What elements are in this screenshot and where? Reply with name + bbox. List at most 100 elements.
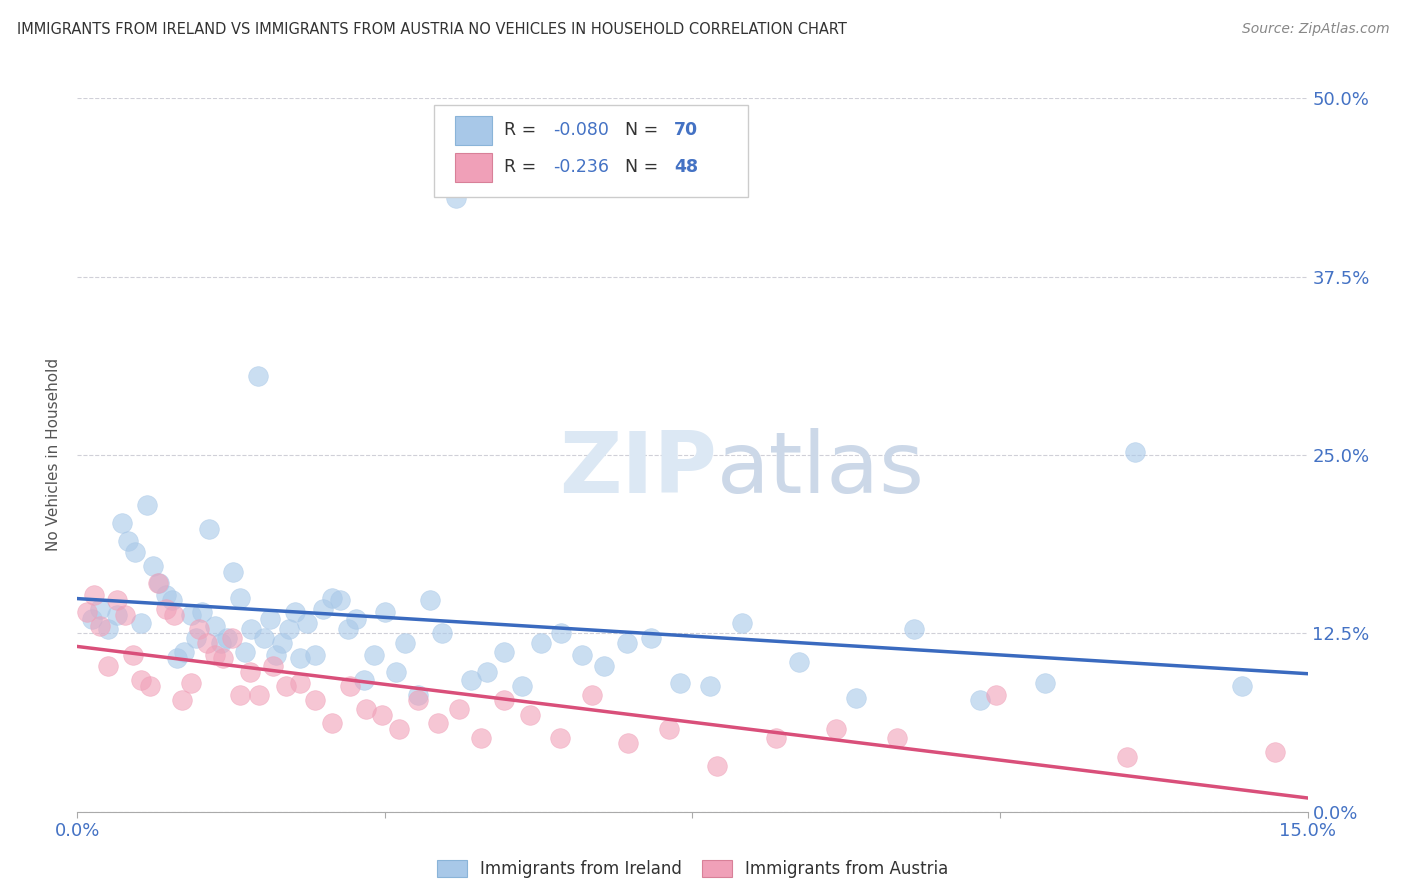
Text: -0.236: -0.236 [554, 159, 609, 177]
Point [215, 631, 238, 645]
Point [510, 679, 533, 693]
Point [706, 759, 728, 773]
Point [155, 588, 177, 602]
Point [172, 693, 194, 707]
Text: atlas: atlas [717, 427, 925, 511]
Point [432, 626, 454, 640]
Point [329, 593, 352, 607]
Point [271, 636, 294, 650]
Point [186, 631, 208, 645]
Point [321, 716, 343, 731]
Point [304, 693, 326, 707]
Point [1116, 750, 1139, 764]
Point [204, 648, 226, 662]
Y-axis label: No Vehicles in Household: No Vehicles in Household [46, 359, 62, 551]
Point [180, 607, 202, 622]
Text: IMMIGRANTS FROM IRELAND VS IMMIGRANTS FROM AUSTRIA NO VEHICLES IN HOUSEHOLD CORR: IMMIGRANTS FROM IRELAND VS IMMIGRANTS FR… [17, 22, 846, 37]
Point [76, 605, 98, 619]
Point [492, 693, 515, 707]
Point [617, 736, 640, 750]
Point [97, 622, 120, 636]
Point [142, 559, 165, 574]
Point [278, 622, 301, 636]
Point [571, 648, 593, 662]
Point [658, 722, 681, 736]
Point [138, 679, 160, 693]
Point [105, 607, 128, 622]
Point [446, 191, 468, 205]
Point [89, 602, 111, 616]
Point [731, 616, 754, 631]
Point [82, 612, 104, 626]
Point [1230, 679, 1253, 693]
Point [180, 676, 202, 690]
Point [222, 565, 245, 579]
Point [89, 619, 111, 633]
Point [593, 659, 616, 673]
Text: 70: 70 [673, 121, 699, 139]
Point [374, 605, 396, 619]
Point [699, 679, 721, 693]
Point [1125, 445, 1147, 459]
Point [984, 688, 1007, 702]
Point [111, 516, 134, 531]
Point [304, 648, 326, 662]
Point [264, 648, 287, 662]
Point [344, 612, 367, 626]
Point [197, 522, 219, 536]
Point [1033, 676, 1056, 690]
Point [195, 636, 218, 650]
Point [886, 731, 908, 745]
Point [105, 593, 128, 607]
Point [353, 673, 375, 688]
Text: Source: ZipAtlas.com: Source: ZipAtlas.com [1241, 22, 1389, 37]
Point [406, 688, 429, 702]
Text: N =: N = [624, 159, 664, 177]
Point [191, 605, 214, 619]
Point [235, 645, 257, 659]
Point [131, 673, 153, 688]
Point [548, 731, 571, 745]
Point [371, 707, 394, 722]
Point [787, 655, 810, 669]
Point [825, 722, 848, 736]
Point [163, 607, 186, 622]
Point [845, 690, 868, 705]
Point [312, 602, 335, 616]
Text: R =: R = [505, 159, 541, 177]
Text: -0.080: -0.080 [554, 121, 609, 139]
FancyBboxPatch shape [456, 116, 492, 145]
Point [447, 702, 470, 716]
Point [229, 688, 252, 702]
Text: ZIP: ZIP [560, 427, 717, 511]
Point [240, 622, 263, 636]
Point [290, 676, 312, 690]
Point [530, 636, 553, 650]
Point [253, 631, 276, 645]
Point [470, 731, 492, 745]
Legend: Immigrants from Ireland, Immigrants from Austria: Immigrants from Ireland, Immigrants from… [436, 860, 949, 879]
Point [363, 648, 385, 662]
Point [160, 593, 183, 607]
Point [97, 659, 120, 673]
Point [406, 693, 429, 707]
Point [903, 622, 925, 636]
Point [581, 688, 603, 702]
Point [239, 665, 262, 679]
Point [477, 665, 499, 679]
Point [284, 605, 307, 619]
Point [166, 650, 188, 665]
Point [187, 622, 209, 636]
Text: R =: R = [505, 121, 541, 139]
Point [155, 602, 177, 616]
Point [212, 650, 235, 665]
Point [969, 693, 991, 707]
Point [117, 533, 139, 548]
Point [124, 545, 146, 559]
Point [83, 588, 105, 602]
Point [337, 622, 360, 636]
Point [229, 591, 252, 605]
Point [394, 636, 416, 650]
Point [204, 619, 226, 633]
Point [295, 616, 318, 631]
